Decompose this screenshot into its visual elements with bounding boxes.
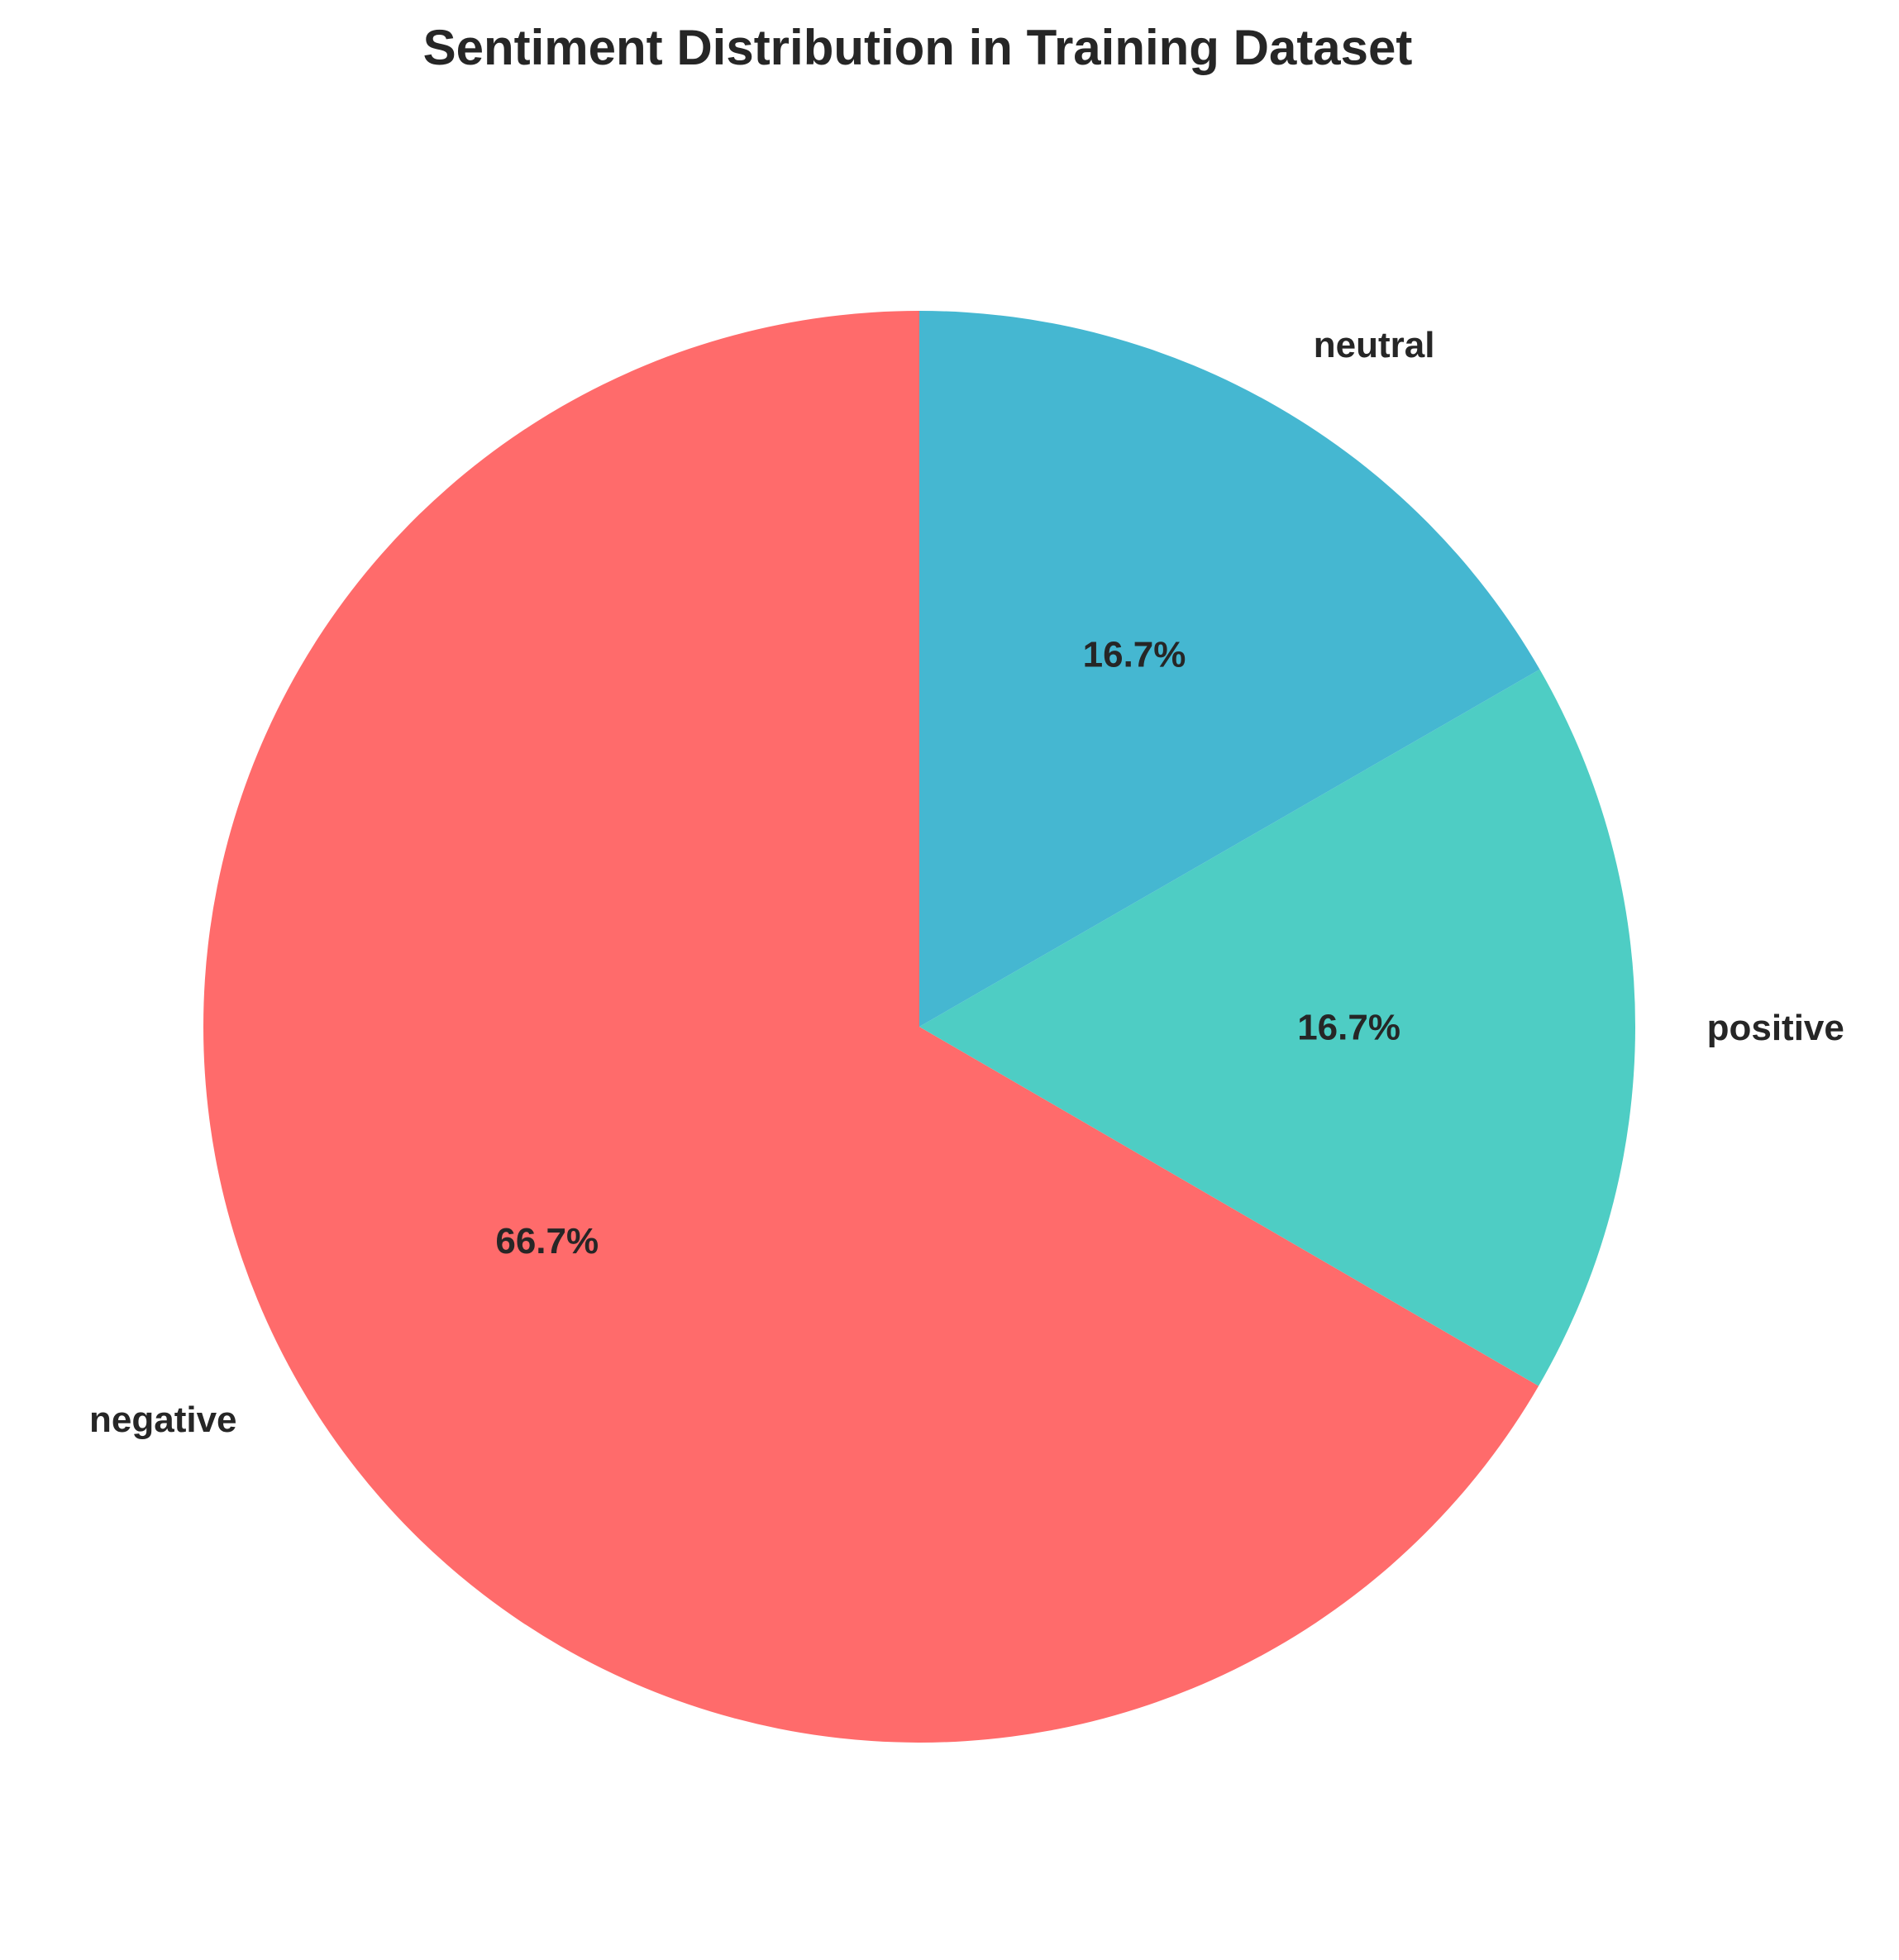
pie-slice-positive [919, 669, 1635, 1386]
percent-label-negative: 66.7% [495, 1221, 599, 1261]
slice-label-negative: negative [89, 1400, 237, 1440]
pie-slices [203, 311, 1635, 1743]
pie-slice-negative [203, 311, 1539, 1743]
slice-label-positive: positive [1707, 1008, 1844, 1048]
pie-slice-neutral [919, 311, 1540, 1027]
pie-labels: negative 66.7% positive 16.7% neutral 16.7% [89, 325, 1844, 1440]
percent-label-neutral: 16.7% [1083, 635, 1186, 675]
chart-title: Sentiment Distribution in Training Datas… [422, 20, 1413, 75]
percent-label-positive: 16.7% [1297, 1007, 1400, 1047]
slice-label-neutral: neutral [1314, 325, 1435, 365]
